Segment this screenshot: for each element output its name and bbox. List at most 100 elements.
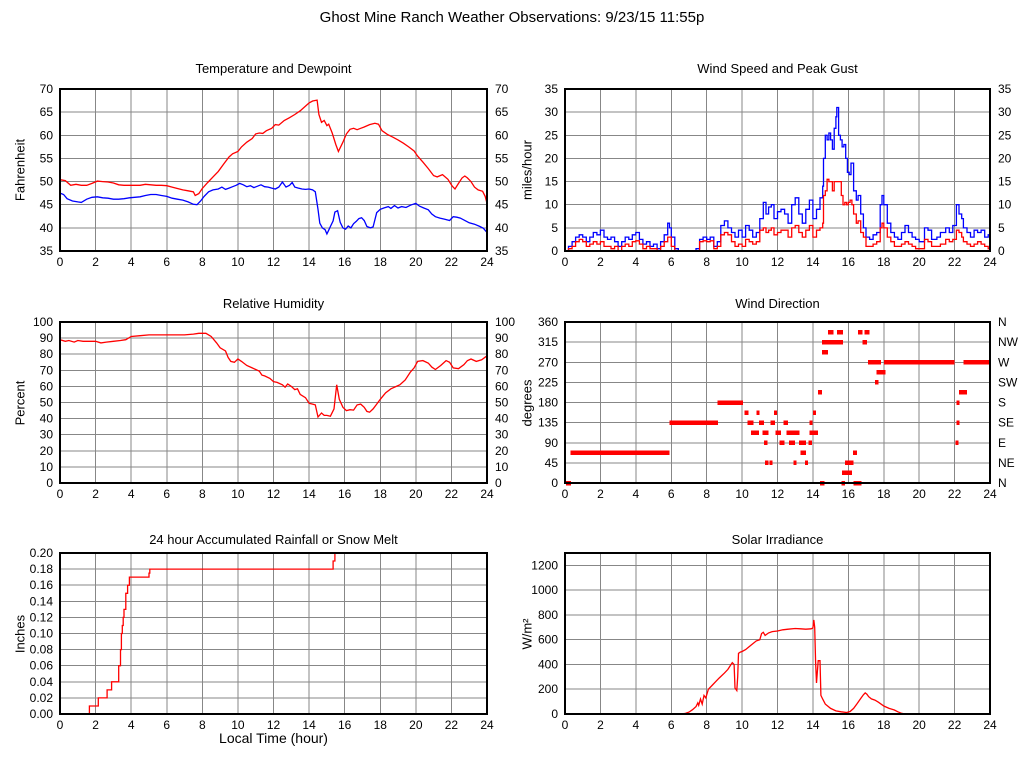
x-tick-label: 20	[409, 487, 423, 501]
x-tick-label: 16	[842, 255, 856, 269]
axis-tick-labels: 0 2 4 6 8 10 12 14 16 18 20 22 240200400600800100012…	[531, 558, 997, 732]
y-tick-label: 800	[538, 608, 558, 622]
chart-wind-direction: 0 2 4 6 8 10 12 14 16 18 20 22 240459013518022527031…	[538, 315, 1019, 501]
y-tick-label: 35	[545, 82, 559, 96]
series-temperature	[59, 99, 488, 204]
y-right-tick-label: 70	[495, 363, 509, 377]
y-tick-label: 0.12	[30, 610, 54, 624]
chart-title-temperature-dewpoint: Temperature and Dewpoint	[195, 61, 352, 76]
x-tick-label: 16	[338, 718, 352, 732]
y-right-tick-label: 10	[998, 198, 1012, 212]
axis-tick-labels: 0 2 4 6 8 10 12 14 16 18 20 22 240459013518022527031…	[538, 315, 1019, 501]
series-solar	[565, 619, 990, 715]
y-right-tick-label: 30	[495, 428, 509, 442]
y-tick-label: 135	[538, 416, 558, 430]
x-tick-label: 2	[92, 718, 99, 732]
y-right-tick-label: 20	[495, 444, 509, 458]
x-tick-label: 8	[703, 487, 710, 501]
y-tick-label: 1200	[531, 558, 558, 572]
y-tick-label: 1000	[531, 583, 558, 597]
y-tick-label: 0	[46, 476, 53, 490]
x-tick-label: 14	[302, 718, 316, 732]
y-right-tick-label: W	[998, 355, 1010, 369]
axis-tick-labels: 0 2 4 6 8 10 12 14 16 18 20 22 240510152025303505101…	[545, 82, 1012, 269]
y-right-tick-label: 20	[998, 151, 1012, 165]
chart-solar-irradiance: 0 2 4 6 8 10 12 14 16 18 20 22 240200400600800100012…	[531, 552, 997, 732]
chart-rainfall: 0 2 4 6 8 10 12 14 16 18 20 22 240.000.020.040.060.0…	[30, 546, 494, 732]
y-tick-label: 0.10	[30, 627, 54, 641]
y-tick-label: 0.00	[30, 707, 54, 721]
x-tick-label: 18	[877, 255, 891, 269]
x-tick-label: 2	[597, 487, 604, 501]
chart-relative-humidity: 0 2 4 6 8 10 12 14 16 18 20 22 240102030405060708090…	[33, 315, 515, 501]
x-tick-label: 8	[199, 255, 206, 269]
chart-title-wind-direction: Wind Direction	[735, 296, 820, 311]
y-right-tick-label: 60	[495, 379, 509, 393]
gridlines	[565, 322, 990, 483]
x-tick-label: 22	[445, 487, 459, 501]
y-tick-label: 35	[40, 244, 54, 258]
y-tick-label: 360	[538, 315, 558, 329]
y-tick-label: 315	[538, 335, 558, 349]
y-tick-label: 30	[40, 428, 54, 442]
y-right-tick-label: NW	[998, 335, 1019, 349]
x-tick-label: 24	[983, 255, 997, 269]
x-tick-label: 0	[562, 718, 569, 732]
x-tick-label: 18	[877, 487, 891, 501]
x-tick-label: 10	[735, 255, 749, 269]
x-tick-label: 0	[57, 487, 64, 501]
x-tick-label: 24	[983, 718, 997, 732]
y-tick-label: 60	[40, 128, 54, 142]
y-tick-label: 40	[40, 221, 54, 235]
y-right-tick-label: 65	[495, 105, 509, 119]
x-tick-label: 14	[302, 487, 316, 501]
y-tick-label: 0	[551, 476, 558, 490]
y-right-tick-label: 60	[495, 128, 509, 142]
x-tick-label: 8	[703, 718, 710, 732]
chart-title-rainfall: 24 hour Accumulated Rainfall or Snow Mel…	[149, 532, 398, 547]
x-tick-label: 22	[445, 255, 459, 269]
x-tick-label: 20	[409, 255, 423, 269]
chart-wind-speed-gust: 0 2 4 6 8 10 12 14 16 18 20 22 240510152025303505101…	[545, 82, 1012, 269]
y-tick-label: 70	[40, 363, 54, 377]
x-tick-label: 20	[409, 718, 423, 732]
y-tick-label: 10	[40, 460, 54, 474]
x-tick-label: 18	[374, 487, 388, 501]
x-tick-label: 10	[735, 718, 749, 732]
y-tick-label: 180	[538, 396, 558, 410]
y-tick-label: 0.14	[30, 594, 54, 608]
y-right-tick-label: SW	[998, 375, 1018, 389]
x-tick-label: 10	[231, 718, 245, 732]
x-tick-label: 14	[806, 255, 820, 269]
page-title: Ghost Mine Ranch Weather Observations: 9…	[319, 9, 705, 26]
x-tick-label: 4	[128, 718, 135, 732]
y-tick-label: 65	[40, 105, 54, 119]
x-tick-label: 12	[771, 487, 785, 501]
x-tick-label: 12	[771, 255, 785, 269]
y-tick-label: 270	[538, 355, 558, 369]
x-tick-label: 20	[912, 255, 926, 269]
y-right-tick-label: 100	[495, 315, 515, 329]
y-tick-label: 600	[538, 633, 558, 647]
y-right-tick-label: 35	[495, 244, 509, 258]
x-tick-label: 14	[806, 487, 820, 501]
gridlines	[565, 89, 990, 251]
chart-title-relative-humidity: Relative Humidity	[222, 296, 325, 311]
x-tick-label: 22	[948, 718, 962, 732]
x-tick-label: 10	[231, 487, 245, 501]
y-right-tick-label: 35	[998, 82, 1012, 96]
x-tick-label: 0	[57, 718, 64, 732]
x-tick-label: 6	[668, 718, 675, 732]
x-tick-label: 18	[374, 255, 388, 269]
y-right-tick-label: 0	[495, 476, 502, 490]
y-right-tick-label: S	[998, 396, 1006, 410]
y-right-tick-label: 50	[495, 396, 509, 410]
x-tick-label: 2	[92, 255, 99, 269]
x-tick-label: 22	[948, 255, 962, 269]
y-right-tick-label: 40	[495, 412, 509, 426]
x-tick-label: 12	[267, 718, 281, 732]
x-tick-label: 8	[199, 718, 206, 732]
x-tick-label: 4	[128, 487, 135, 501]
plot-border	[59, 552, 488, 715]
